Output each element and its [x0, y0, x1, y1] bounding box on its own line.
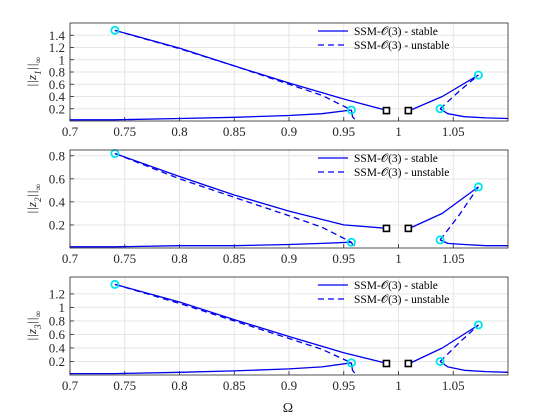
saddle-node-marker: [435, 104, 445, 114]
bifurcation-marker: [382, 106, 391, 115]
y-tick-label: 0.6: [49, 327, 66, 342]
x-tick-label: 0.85: [223, 378, 246, 393]
legend-label: SSM-𝒪(3) - stable: [354, 26, 438, 38]
x-tick-label: 1: [395, 124, 402, 139]
x-tick-label: 0.75: [113, 378, 136, 393]
y-tick-label: 0.2: [49, 354, 65, 369]
x-tick-label: 0.85: [223, 251, 246, 266]
y-tick-label: 0.8: [49, 148, 65, 163]
saddle-node-marker: [473, 320, 483, 330]
y-tick-label: 0.4: [49, 340, 66, 355]
x-tick-label: 0.9: [281, 378, 297, 393]
legend-label: SSM-𝒪(3) - unstable: [354, 167, 449, 179]
saddle-node-marker: [110, 279, 120, 289]
x-tick-label: 0.9: [281, 251, 297, 266]
axes-box: [69, 22, 509, 122]
y-axis-label: ||z2||∞: [24, 184, 43, 214]
bifurcation-marker: [382, 359, 391, 368]
x-tick-label: 0.95: [332, 378, 355, 393]
stable-branch-line: [114, 283, 388, 365]
stable-branch-line: [439, 360, 509, 373]
saddle-node-marker: [346, 237, 356, 247]
stable-branch-line: [70, 109, 352, 121]
stable-branch-line: [409, 74, 479, 112]
axes-box: [69, 149, 509, 249]
x-tick-label: 0.8: [171, 251, 187, 266]
x-tick-label: 0.95: [332, 251, 355, 266]
axes-box: [69, 276, 509, 376]
stable-branch-line: [70, 362, 352, 375]
x-tick-label: 0.75: [113, 124, 136, 139]
unstable-branch-line: [114, 29, 352, 111]
bifurcation-marker: [404, 359, 413, 368]
y-tick-label: 0.6: [49, 171, 66, 186]
saddle-node-marker: [346, 105, 356, 115]
unstable-branch-line: [114, 283, 352, 364]
x-tick-label: 1: [395, 378, 402, 393]
stable-branch-line: [350, 362, 356, 374]
panel-1: 0.7 0.75 0.8 0.85 0.9 0.95 1 1.050.20.40.60.811…: [24, 22, 509, 139]
x-tick-label: 1.05: [442, 251, 465, 266]
y-tick-label: 1.4: [49, 28, 66, 43]
unstable-branch-line: [114, 152, 352, 243]
stable-branch-line: [409, 324, 479, 365]
y-tick-label: 0.8: [49, 313, 65, 328]
x-tick-label: 0.85: [223, 124, 246, 139]
stable-branch-line: [350, 109, 356, 120]
stable-branch-line: [409, 186, 479, 229]
y-tick-label: 0.6: [49, 77, 66, 92]
bifurcation-marker: [404, 106, 413, 115]
legend-label: SSM-𝒪(3) - unstable: [354, 294, 449, 306]
saddle-node-marker: [346, 358, 356, 368]
stable-branch-line: [439, 239, 508, 247]
bifurcation-marker: [382, 224, 391, 233]
x-tick-label: 0.95: [332, 124, 355, 139]
x-tick-label: 0.7: [62, 124, 79, 139]
y-tick-label: 1.2: [49, 286, 65, 301]
unstable-branch-line: [439, 324, 479, 362]
saddle-node-marker: [473, 70, 483, 80]
saddle-node-marker: [435, 235, 445, 245]
saddle-node-marker: [435, 356, 445, 366]
y-axis-label: ||z3||∞: [24, 311, 43, 341]
saddle-node-marker: [110, 25, 120, 35]
x-tick-label: 0.9: [281, 124, 297, 139]
x-tick-label: 0.75: [113, 251, 136, 266]
legend-label: SSM-𝒪(3) - stable: [354, 153, 438, 165]
legend-label: SSM-𝒪(3) - stable: [354, 280, 438, 292]
stable-branch-line: [114, 152, 388, 230]
y-axis-label: ||z1||∞: [24, 57, 43, 87]
x-tick-label: 1.05: [442, 124, 465, 139]
y-tick-label: 0.2: [49, 217, 65, 232]
x-tick-label: 1: [395, 251, 402, 266]
y-tick-label: 0.8: [49, 65, 65, 80]
x-tick-label: 0.7: [62, 251, 79, 266]
y-tick-label: 1: [59, 300, 66, 315]
x-tick-label: 0.8: [171, 378, 187, 393]
x-tick-label: 0.7: [62, 378, 79, 393]
x-axis-label: Ω: [283, 401, 293, 416]
legend-label: SSM-𝒪(3) - unstable: [354, 40, 449, 52]
x-tick-label: 0.8: [171, 124, 187, 139]
stable-branch-line: [439, 108, 509, 120]
unstable-branch-line: [439, 74, 479, 110]
panel-2: 0.7 0.75 0.8 0.85 0.9 0.95 1 1.05 0.2 0.4 0.6 0.8 ||…: [24, 148, 509, 266]
unstable-branch-line: [439, 186, 479, 241]
y-tick-label: 0.4: [49, 89, 66, 104]
stable-branch-line: [70, 241, 352, 248]
bifurcation-marker: [404, 224, 413, 233]
panel-3: 0.7 0.75 0.8 0.85 0.9 0.95 1 1.050.20.40.60.811…: [24, 276, 509, 393]
saddle-node-marker: [473, 182, 483, 192]
y-tick-label: 1.2: [49, 40, 65, 55]
y-tick-label: 0.2: [49, 101, 65, 116]
y-tick-label: 0.4: [49, 194, 66, 209]
y-tick-label: 1: [59, 52, 66, 67]
x-tick-label: 1.05: [442, 378, 465, 393]
